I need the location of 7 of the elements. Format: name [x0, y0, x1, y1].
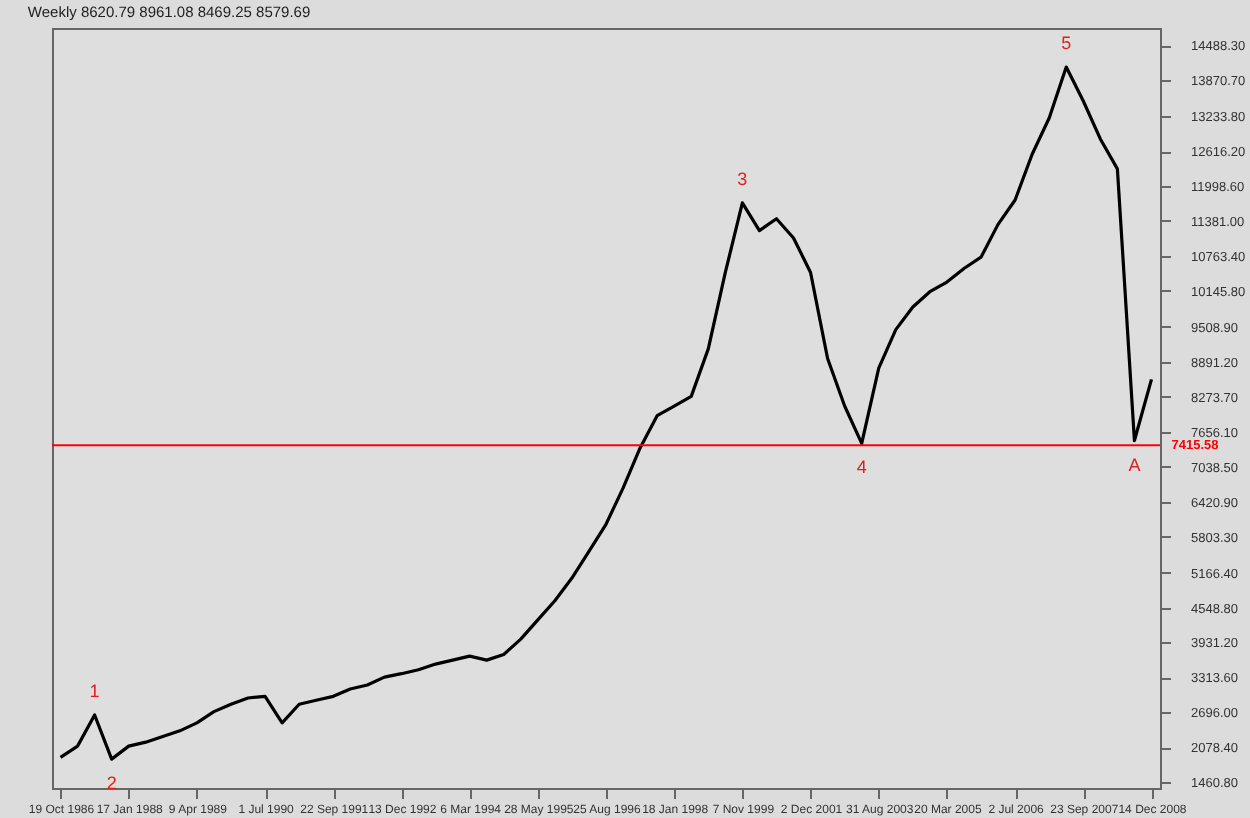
line-series [58, 65, 1154, 761]
annotation: 5 [1061, 33, 1072, 54]
annotation: 1 [89, 681, 100, 701]
annotation: 2 [106, 773, 117, 794]
annotation: 3 [737, 168, 748, 189]
annotation: A [1128, 454, 1141, 475]
annotation: 4 [856, 457, 867, 478]
